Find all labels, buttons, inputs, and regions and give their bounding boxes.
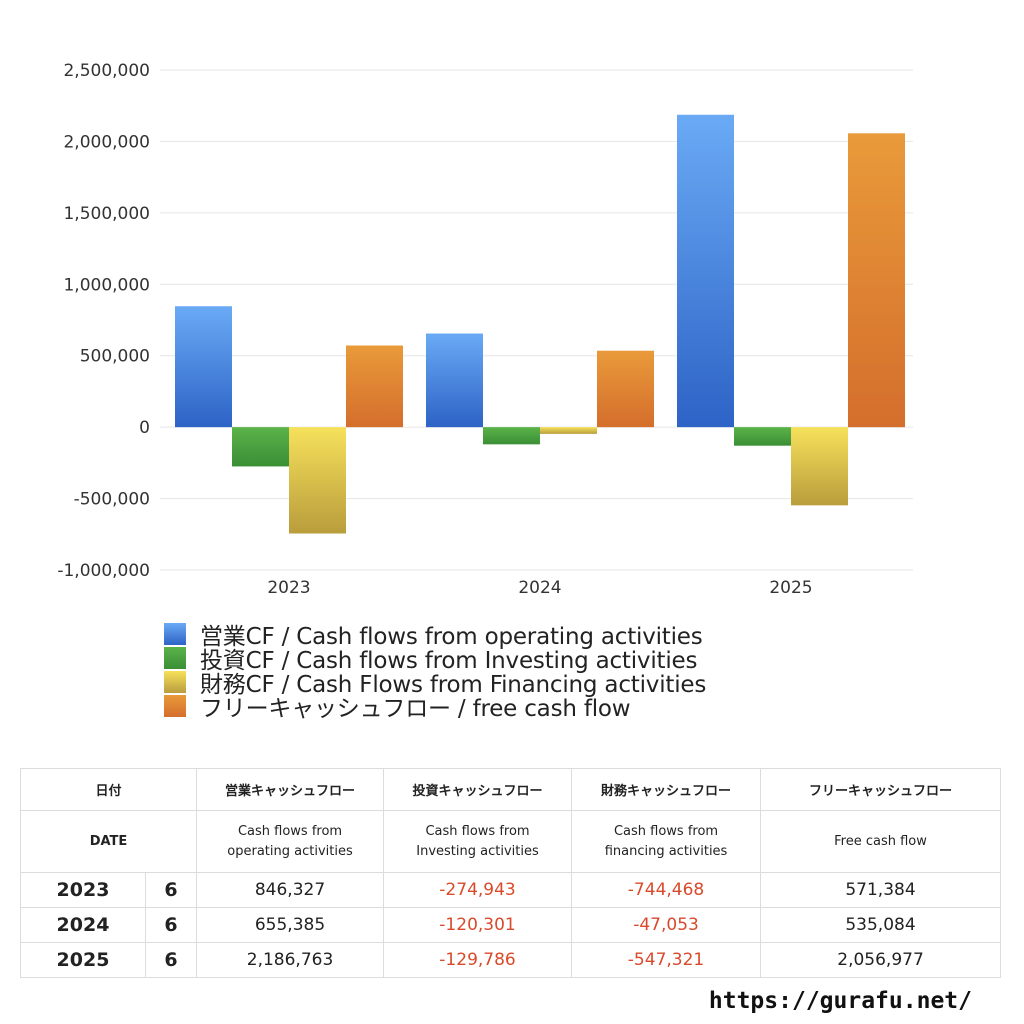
legend-label-investing: 投資CF / Cash flows from Investing activit… (200, 648, 698, 674)
header-free-jp: フリーキャッシュフロー (760, 768, 1002, 811)
bar-operating-2025 (677, 114, 734, 428)
row-operating: 2,186,763 (196, 942, 385, 978)
header-financing-en: Cash flows from financing activities (571, 810, 762, 873)
row-free: 535,084 (760, 907, 1002, 943)
bar-free-2023 (346, 345, 403, 428)
header-operating-en: Cash flows from operating activities (196, 810, 385, 873)
row-month: 6 (144, 907, 198, 943)
y-axis-ticks: 2,500,000 2,000,000 1,500,000 1,000,000 500,… (57, 61, 150, 581)
header-investing-en: Cash flows from Investing activities (383, 810, 573, 873)
row-month: 6 (144, 942, 198, 978)
header-financing-en-line1: Cash flows from (613, 823, 719, 839)
legend-label-financing: 財務CF / Cash Flows from Financing activit… (200, 672, 707, 698)
bar-investing-2023 (232, 427, 289, 467)
y-tick-label: 500,000 (80, 347, 150, 367)
bar-operating-2024 (426, 333, 483, 428)
row-investing: -274,943 (383, 872, 573, 908)
row-investing: -120,301 (383, 907, 573, 943)
bar-investing-2024 (483, 427, 540, 445)
legend-label-operating: 営業CF / Cash flows from operating activit… (200, 624, 703, 650)
header-date-jp: 日付 (19, 768, 198, 811)
row-operating: 846,327 (196, 872, 385, 908)
bar-investing-2025 (734, 427, 791, 446)
y-tick-label: -500,000 (74, 490, 150, 510)
row-free: 571,384 (760, 872, 1002, 908)
x-tick-label: 2025 (769, 578, 812, 598)
bar-free-2025 (848, 133, 905, 428)
row-year: 2023 (20, 872, 146, 908)
x-tick-label: 2024 (518, 578, 561, 598)
row-operating: 655,385 (196, 907, 385, 943)
legend-swatch-investing (164, 647, 186, 669)
site-url[interactable]: https://gurafu.net/ (708, 988, 972, 1014)
row-year: 2025 (20, 942, 146, 978)
row-free: 2,056,977 (760, 942, 1002, 978)
table-row: 2024 6 655,385 -120,301 -47,053 535,084 (20, 907, 1002, 943)
y-tick-label: 2,000,000 (63, 132, 150, 152)
cash-flow-chart: 2,500,000 2,000,000 1,500,000 1,000,000 500,… (57, 61, 913, 598)
legend-swatch-operating (164, 623, 186, 645)
header-date-en: DATE (19, 810, 198, 873)
bar-financing-2025 (791, 427, 848, 506)
y-tick-label: 2,500,000 (63, 61, 150, 81)
header-operating-en-line1: Cash flows from (237, 823, 343, 839)
row-financing: -47,053 (571, 907, 762, 943)
legend: 営業CF / Cash flows from operating activit… (164, 622, 706, 722)
header-free-en: Free cash flow (760, 810, 1002, 873)
row-financing: -547,321 (571, 942, 762, 978)
table-row: 2025 6 2,186,763 -129,786 -547,321 2,056… (20, 942, 1002, 978)
legend-swatch-free (164, 695, 186, 717)
row-year: 2024 (20, 907, 146, 943)
row-financing: -744,468 (571, 872, 762, 908)
y-tick-label: -1,000,000 (57, 561, 150, 581)
cash-flow-table: 日付 営業キャッシュフロー 投資キャッシュフロー 財務キャッシュフロー フリーキ… (19, 768, 1002, 978)
x-tick-label: 2023 (267, 578, 310, 598)
header-investing-en-line2: Investing activities (416, 843, 539, 859)
header-financing-en-line2: financing activities (604, 843, 728, 859)
bar-operating-2023 (175, 306, 232, 428)
table-row: 2023 6 846,327 -274,943 -744,468 571,384 (20, 872, 1002, 908)
legend-item-free: フリーキャッシュフロー / free cash flow (164, 694, 706, 722)
header-investing-jp: 投資キャッシュフロー (383, 768, 573, 811)
bar-financing-2023 (289, 427, 346, 534)
row-month: 6 (144, 872, 198, 908)
bar-financing-2024 (540, 427, 597, 434)
legend-label-free: フリーキャッシュフロー / free cash flow (200, 696, 631, 722)
header-investing-en-line1: Cash flows from (425, 823, 530, 839)
header-financing-jp: 財務キャッシュフロー (571, 768, 762, 811)
header-operating-en-line2: operating activities (227, 843, 353, 859)
y-tick-label: 1,500,000 (63, 204, 150, 224)
legend-item-investing: 投資CF / Cash flows from Investing activit… (164, 646, 706, 674)
y-tick-label: 0 (139, 418, 150, 438)
header-operating-jp: 営業キャッシュフロー (196, 768, 385, 811)
bar-free-2024 (597, 350, 654, 428)
legend-item-financing: 財務CF / Cash Flows from Financing activit… (164, 670, 706, 698)
row-investing: -129,786 (383, 942, 573, 978)
legend-item-operating: 営業CF / Cash flows from operating activit… (164, 622, 706, 650)
bars (175, 114, 905, 534)
table-header-row-jp: 日付 営業キャッシュフロー 投資キャッシュフロー 財務キャッシュフロー フリーキ… (19, 768, 1002, 811)
y-tick-label: 1,000,000 (63, 275, 150, 295)
table-header-row-en: DATE Cash flows from operating activities… (19, 810, 1002, 873)
legend-swatch-financing (164, 671, 186, 693)
x-axis-ticks: 2023 2024 2025 (267, 578, 812, 598)
